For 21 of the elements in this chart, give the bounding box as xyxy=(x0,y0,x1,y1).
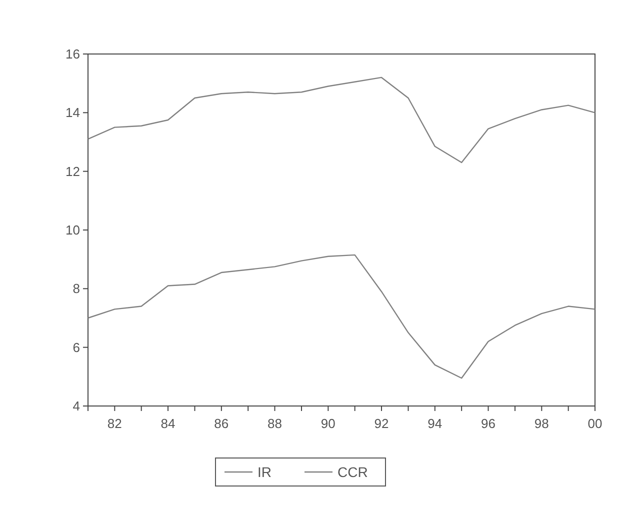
x-tick-label: 98 xyxy=(534,416,549,431)
legend-label: CCR xyxy=(338,464,368,480)
line-series xyxy=(87,76,596,164)
x-tick-label: 96 xyxy=(481,416,496,431)
line-series xyxy=(87,254,596,379)
x-tick-label: 86 xyxy=(214,416,229,431)
x-tick-label: 88 xyxy=(268,416,282,431)
x-tick-label: 82 xyxy=(107,416,122,431)
y-tick-label: 10 xyxy=(66,222,80,238)
y-tick-label: 12 xyxy=(66,164,80,179)
x-tick-label: 00 xyxy=(588,416,602,431)
x-tick-label: 92 xyxy=(374,416,389,431)
x-tick-label: 94 xyxy=(428,416,442,431)
y-tick-label: 14 xyxy=(66,105,80,120)
x-tick-label: 90 xyxy=(320,416,336,431)
y-tick-label: 8 xyxy=(72,281,80,296)
y-tick-label: 16 xyxy=(66,46,80,62)
y-tick-label: 4 xyxy=(72,398,80,414)
legend-label: IR xyxy=(258,464,272,480)
x-tick-label: 84 xyxy=(160,416,176,431)
y-tick-label: 6 xyxy=(72,340,80,355)
